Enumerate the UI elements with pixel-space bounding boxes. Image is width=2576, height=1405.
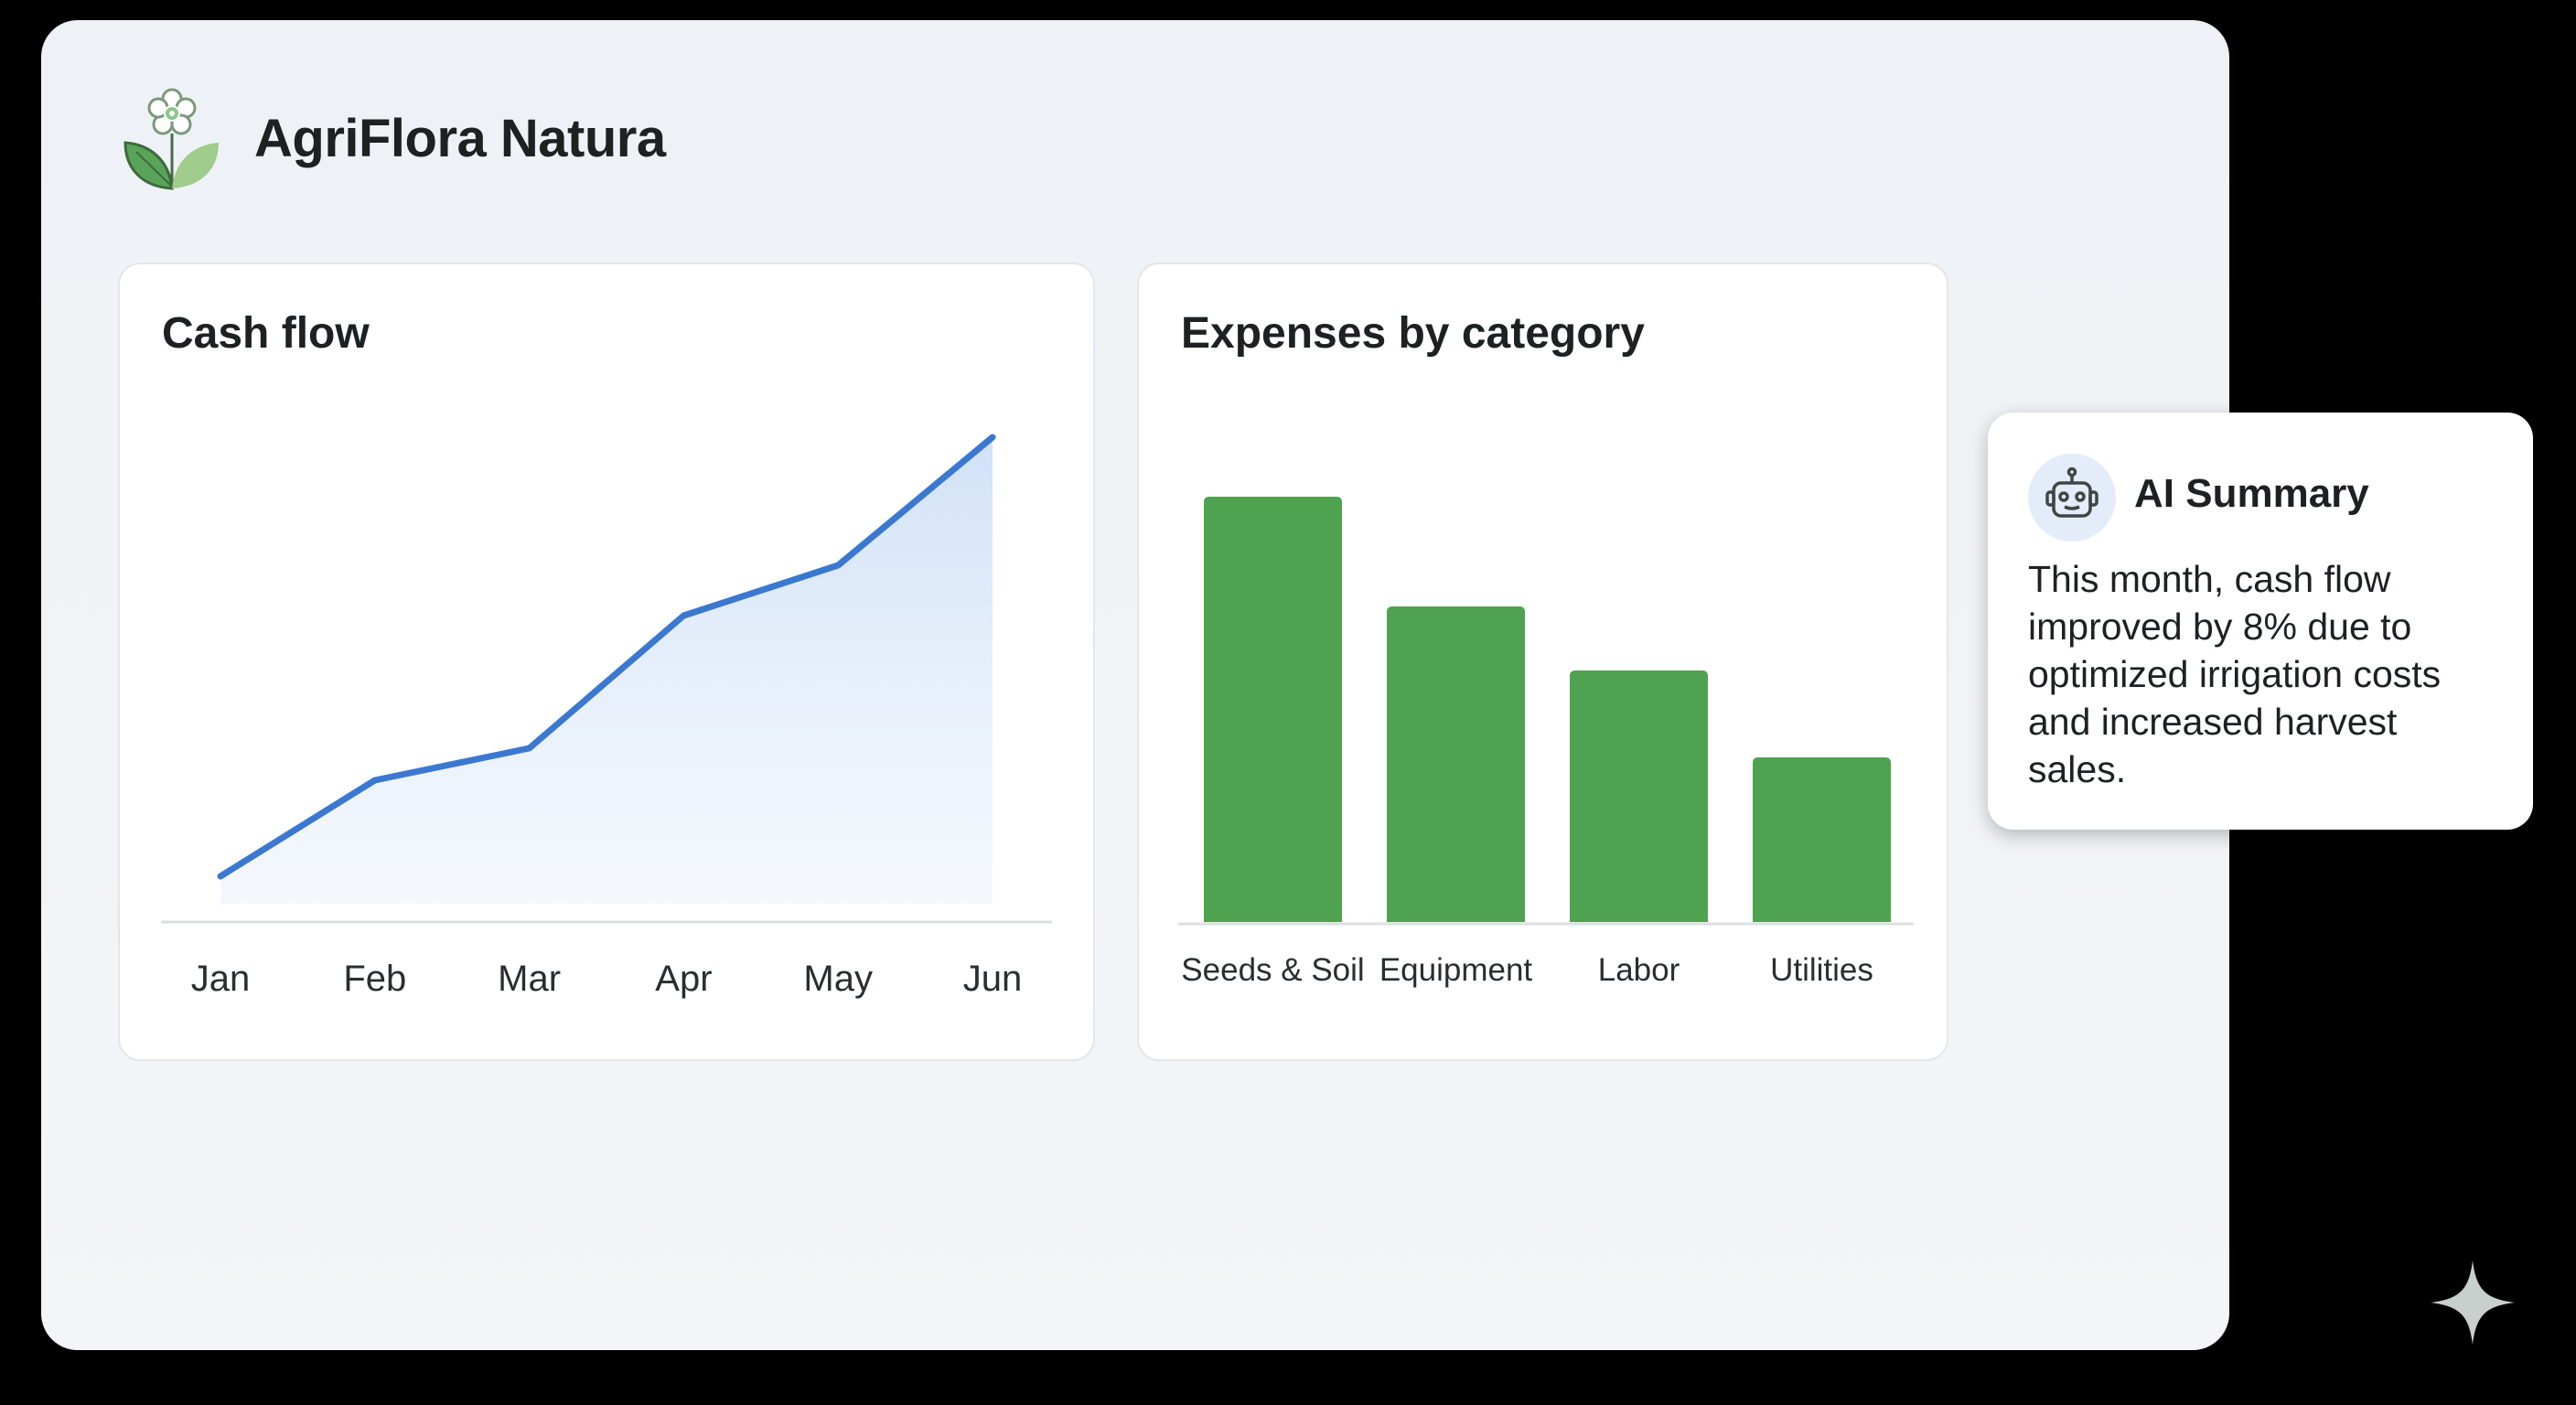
ai-summary-title: AI Summary [2134,471,2369,516]
app-title: AgriFlora Natura [254,109,666,168]
ai-summary-text: This month, cash flow improved by 8% due… [2028,558,2442,790]
expenses-card: Expenses by category [1137,263,1948,1061]
card-title: Expenses by category [1181,309,1645,358]
flower-sprout-icon [123,88,219,190]
cash-flow-card: Cash flow [118,263,1095,1061]
robot-icon [2028,454,2116,542]
card-title: Cash flow [162,309,370,358]
ai-summary-card: AI Summary This month, cash flow improve… [1988,413,2533,830]
sparkle-icon [2431,1260,2515,1345]
